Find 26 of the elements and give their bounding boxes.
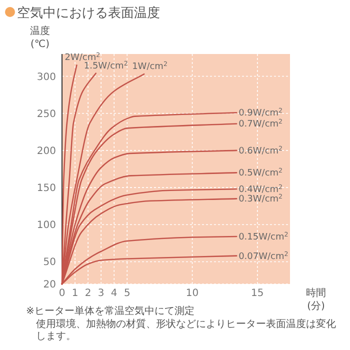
x-tick-label: 2: [84, 288, 92, 299]
x-tick-label: 10: [186, 288, 199, 299]
series-label: 0.9W/cm$^{2}$: [238, 107, 283, 119]
title: 空気中における表面温度: [17, 6, 160, 21]
series-label: 0.07W/cm$^{2}$: [238, 250, 288, 262]
x-tick-label: 5: [124, 288, 130, 299]
x-tick-label: 1: [72, 288, 78, 299]
x-tick-label: 0: [58, 288, 66, 299]
series-label: 0.15W/cm$^{2}$: [238, 231, 288, 243]
ylabel: 温度 (℃): [30, 26, 50, 50]
series-label: 1W/cm$^{2}$: [132, 60, 168, 72]
y-tick-label: 200: [36, 146, 56, 157]
y-tick-label: 50: [43, 257, 56, 268]
y-tick-label: 250: [36, 108, 56, 120]
y-tick-label: 150: [36, 183, 56, 194]
series-label: 0.4W/cm$^{2}$: [238, 184, 283, 196]
x-tick-label: 15: [251, 288, 264, 299]
y-tick-label: 100: [36, 220, 56, 232]
y-tick-label: 300: [36, 72, 56, 83]
series-label: 0.7W/cm$^{2}$: [238, 118, 283, 130]
series-label: 0.3W/cm$^{2}$: [238, 193, 283, 205]
series-label: 0.5W/cm$^{2}$: [238, 167, 283, 179]
y-tick-label: 20: [43, 280, 56, 290]
x-tick-label: 4: [110, 288, 118, 299]
series-label: 0.6W/cm$^{2}$: [238, 144, 283, 156]
x-tick-label: 3: [98, 288, 104, 299]
